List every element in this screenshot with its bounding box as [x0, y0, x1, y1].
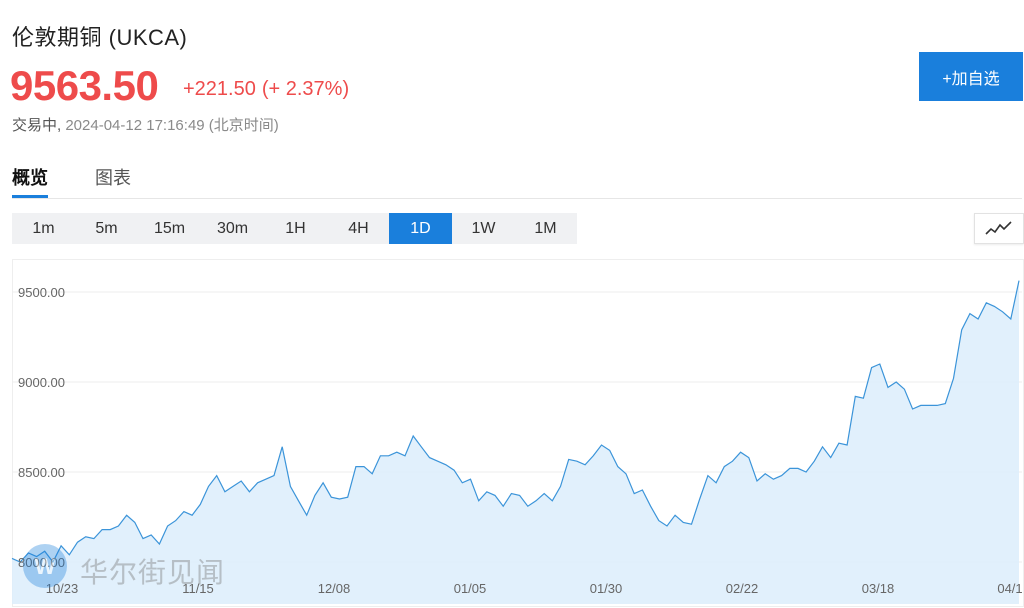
- price-change: +221.50 (+ 2.37%): [183, 78, 355, 101]
- period-1d[interactable]: 1D: [389, 213, 452, 244]
- period-15m[interactable]: 15m: [153, 220, 186, 237]
- period-1h[interactable]: 1H: [285, 220, 306, 237]
- tab-chart[interactable]: 图表: [95, 168, 131, 188]
- svg-text:W: W: [35, 554, 56, 579]
- tab-overview[interactable]: 概览: [12, 164, 48, 198]
- period-1m[interactable]: 1m: [32, 220, 55, 237]
- change-percent: (+ 2.37%): [261, 78, 350, 100]
- page-title: 伦敦期铜 (UKCA): [12, 25, 188, 50]
- period-selector: 1m 5m 15m 30m 1H 4H 1D 1W 1M: [12, 213, 577, 244]
- line-chart-icon: [985, 221, 1012, 235]
- watermark-logo: W: [23, 544, 67, 588]
- period-1w[interactable]: 1W: [471, 220, 496, 237]
- current-price: 9563.50: [10, 62, 159, 109]
- chart-type-button[interactable]: [974, 213, 1024, 244]
- period-30m[interactable]: 30m: [216, 220, 249, 237]
- period-1mo[interactable]: 1M: [534, 220, 557, 237]
- status-label: 交易中,: [12, 117, 62, 134]
- period-5m[interactable]: 5m: [95, 220, 118, 237]
- period-4h[interactable]: 4H: [348, 220, 369, 237]
- status-timestamp: 2024-04-12 17:16:49 (北京时间): [65, 117, 279, 134]
- tab-bar: 概览 图表: [12, 160, 1022, 199]
- trading-status: 交易中, 2024-04-12 17:16:49 (北京时间): [12, 114, 279, 135]
- add-watchlist-button[interactable]: +加自选: [919, 52, 1023, 101]
- watermark-text: 华尔街见闻: [80, 556, 226, 589]
- change-value: +221.50: [183, 78, 256, 100]
